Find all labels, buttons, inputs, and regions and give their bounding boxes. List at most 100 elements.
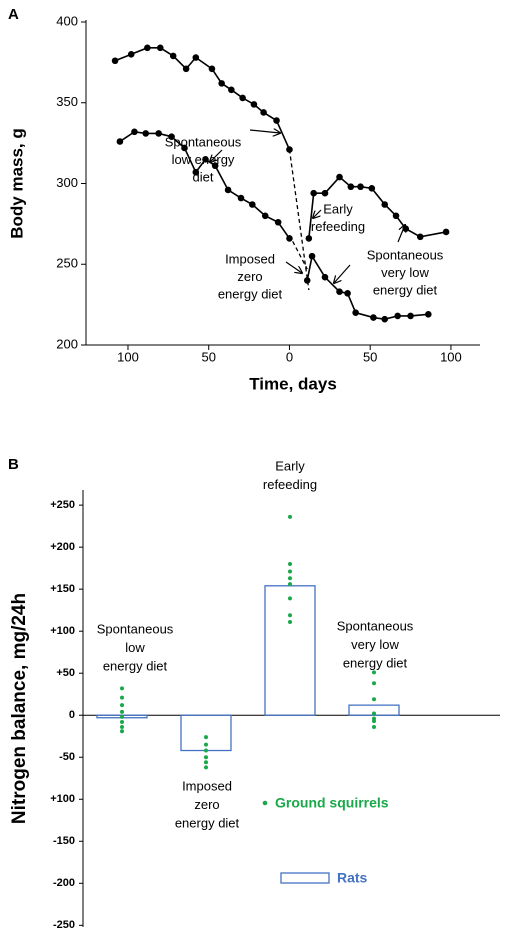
point (168, 133, 175, 140)
point (402, 225, 410, 233)
point (442, 228, 450, 236)
point (169, 52, 177, 60)
point (155, 130, 162, 137)
point (249, 201, 256, 208)
dot (372, 670, 376, 675)
y-axis-label: Body mass, g (7, 128, 26, 239)
point (111, 57, 119, 65)
point (407, 312, 414, 320)
line (288, 234, 308, 270)
point (321, 273, 329, 281)
point (347, 183, 355, 191)
point (336, 288, 343, 296)
dot (204, 742, 208, 747)
dot (204, 755, 208, 760)
point (274, 218, 282, 226)
annotation: zero (237, 269, 262, 284)
dot (372, 697, 376, 702)
y-tick-label: 250 (56, 256, 78, 271)
annotation: Early (323, 201, 353, 216)
point (357, 183, 364, 191)
arrow (249, 130, 280, 133)
point (416, 233, 424, 241)
dot (120, 686, 124, 691)
category-label: refeeding (263, 477, 317, 492)
line (288, 149, 310, 291)
x-tick-label: 0 (286, 349, 293, 364)
point (381, 201, 389, 208)
annotation: refeeding (311, 219, 365, 234)
point (308, 252, 316, 260)
y-tick-label: +50 (56, 667, 75, 679)
point (370, 314, 377, 321)
y-tick-label: 300 (56, 175, 78, 190)
arrow (313, 209, 322, 218)
annotation: Imposed (225, 251, 275, 266)
dot (204, 748, 208, 753)
dot (288, 582, 292, 587)
point (224, 186, 232, 194)
point (305, 235, 313, 242)
arrow (285, 261, 302, 273)
point (344, 290, 351, 297)
dot (288, 514, 292, 519)
annotation: diet (193, 169, 214, 184)
point (192, 54, 200, 61)
point (303, 277, 311, 284)
y-tick-label: -150 (53, 835, 75, 847)
annotation: energy diet (373, 282, 438, 297)
point (336, 173, 343, 181)
point (394, 312, 401, 320)
y-tick-label: 0 (69, 709, 75, 721)
y-tick-label: 350 (56, 94, 78, 109)
point (208, 65, 216, 73)
dot (288, 596, 292, 601)
point (142, 130, 150, 137)
category-label: Spontaneous (337, 618, 414, 633)
point (228, 86, 235, 94)
dot (120, 729, 124, 734)
point (218, 80, 225, 87)
y-axis-label: Nitrogen balance, mg/24h (9, 593, 30, 824)
annotation: very low (381, 265, 429, 280)
legend-swatch (262, 800, 268, 806)
point (286, 235, 293, 242)
dot (288, 561, 292, 566)
legend-label: Rats (337, 870, 368, 886)
point (239, 94, 246, 102)
annotation: Spontaneous (165, 134, 242, 149)
point (250, 101, 258, 108)
point (352, 309, 359, 317)
dot (288, 619, 292, 624)
dot (120, 709, 124, 714)
annotation: Spontaneous (367, 247, 444, 262)
point (211, 162, 219, 170)
point (192, 168, 200, 176)
point (425, 311, 432, 318)
dot (120, 719, 124, 724)
point (156, 44, 164, 52)
category-label: energy diet (175, 815, 240, 830)
y-tick-label: +100 (50, 793, 75, 805)
annotation: energy diet (218, 286, 283, 301)
point (127, 51, 135, 58)
dot (120, 695, 124, 700)
dot (120, 703, 124, 708)
point (116, 138, 124, 145)
point (237, 194, 245, 202)
point (260, 109, 267, 116)
dot (372, 719, 376, 724)
y-tick-label: +200 (50, 541, 75, 553)
dot (204, 735, 208, 740)
y-tick-label: -250 (53, 919, 75, 928)
annotation: low energy (172, 152, 235, 167)
point (202, 155, 209, 163)
point (310, 189, 317, 197)
point (392, 212, 400, 220)
panel-label: B (8, 456, 19, 473)
category-label: Early (275, 458, 305, 473)
point (131, 128, 138, 136)
point (273, 117, 280, 124)
